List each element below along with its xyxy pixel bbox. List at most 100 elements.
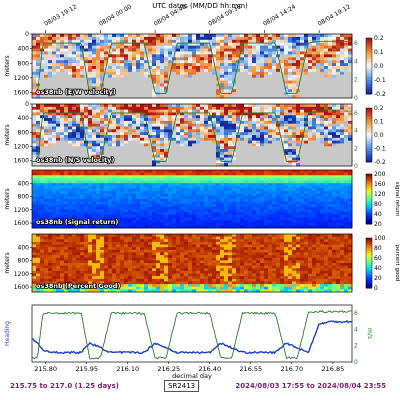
heatmap-cell — [136, 123, 141, 127]
heatmap-cell — [164, 220, 169, 224]
heatmap-cell — [64, 120, 69, 125]
heatmap-cell — [260, 112, 265, 116]
heatmap-cell — [228, 63, 233, 67]
heatmap-cell — [100, 60, 105, 64]
heatmap-cell — [236, 206, 241, 210]
heatmap-cell — [196, 132, 201, 136]
heatmap-cell — [52, 172, 57, 176]
heatmap-cell — [56, 154, 61, 158]
heatmap-cell — [308, 126, 313, 130]
heatmap-cell — [324, 143, 329, 147]
heatmap-cell — [88, 118, 93, 122]
heatmap-cell — [148, 135, 153, 139]
heatmap-cell — [172, 175, 177, 179]
heatmap-cell — [160, 126, 165, 130]
heatmap-cell — [228, 149, 233, 153]
heatmap-cell — [140, 123, 145, 127]
heatmap-cell — [200, 149, 205, 153]
heatmap-cell — [296, 118, 301, 122]
heatmap-cell — [256, 170, 261, 174]
heatmap-cell — [304, 63, 309, 67]
heatmap-cell — [300, 34, 305, 38]
heatmap-cell — [128, 123, 133, 127]
heatmap-cell — [72, 42, 77, 47]
heatmap-cell — [252, 154, 257, 158]
heatmap-cell — [68, 60, 73, 64]
heatmap-cell — [332, 36, 337, 41]
heatmap-cell — [128, 109, 133, 113]
heatmap-cell — [312, 132, 317, 136]
heatmap-cell — [288, 68, 293, 73]
colorbar-frame — [365, 37, 373, 95]
heatmap-cell — [248, 71, 253, 76]
heatmap-cell — [252, 71, 257, 76]
heatmap-cell — [172, 89, 177, 93]
heatmap-cell — [304, 140, 309, 144]
heatmap-cell — [188, 137, 193, 142]
heatmap-cell — [48, 140, 53, 144]
heatmap-cell — [244, 106, 249, 111]
heatmap-cell — [132, 60, 137, 64]
heatmap-cell — [48, 71, 53, 76]
heatmap-cell — [248, 74, 253, 79]
heatmap-cell — [68, 92, 73, 96]
heatmap-cell — [212, 170, 217, 174]
heatmap-cell — [272, 204, 277, 208]
heatmap-cell — [92, 217, 97, 221]
heatmap-cell — [220, 34, 225, 38]
heatmap-cell — [148, 77, 153, 81]
heatmap-cell — [200, 137, 205, 142]
heatmap-cell — [52, 95, 57, 99]
heatmap-cell — [196, 89, 201, 93]
heatmap-cell — [260, 51, 265, 55]
heatmap-cell — [344, 137, 349, 142]
heatmap-cell — [112, 80, 117, 84]
heatmap-cell — [308, 51, 313, 55]
date-tick-label: 08/04 19:12 — [317, 3, 352, 27]
heatmap-cell — [160, 185, 165, 189]
heatmap-cell — [224, 151, 229, 156]
heatmap-cell — [172, 74, 177, 79]
heatmap-cell — [116, 204, 121, 208]
heatmap-cell — [224, 201, 229, 205]
heatmap-cell — [260, 109, 265, 113]
heatmap-cell — [152, 137, 157, 142]
heatmap-cell — [148, 45, 153, 49]
colorbar-tick-label: -0.1 — [374, 77, 386, 84]
heatmap-cell — [188, 185, 193, 189]
heatmap-cell — [116, 109, 121, 113]
heatmap-cell — [100, 191, 105, 195]
heatmap-cell — [36, 129, 41, 133]
heatmap-cell — [200, 95, 205, 99]
heatmap-cell — [252, 126, 257, 130]
heatmap-cell — [228, 57, 233, 61]
heatmap-cell — [188, 160, 193, 164]
heatmap-cell — [176, 180, 181, 184]
heatmap-cell — [60, 217, 65, 221]
heatmap-cell — [196, 175, 201, 179]
heatmap-cell — [204, 135, 209, 139]
heatmap-cell — [184, 89, 189, 93]
heatmap-cell — [184, 68, 189, 73]
heatmap-cell — [228, 118, 233, 122]
heatmap-cell — [132, 126, 137, 130]
heatmap-cell — [236, 163, 241, 167]
heatmap-cell — [208, 51, 213, 55]
heatmap-cell — [36, 123, 41, 127]
heatmap-cell — [220, 149, 225, 153]
heatmap-cell — [88, 170, 93, 174]
heatmap-cell — [108, 36, 113, 41]
heatmap-cell — [96, 196, 101, 200]
heatmap-cell — [272, 212, 277, 216]
heatmap-cell — [136, 112, 141, 116]
heatmap-cell — [60, 68, 65, 73]
heatmap-cell — [296, 42, 301, 47]
heatmap-cell — [152, 163, 157, 167]
heatmap-cell — [172, 206, 177, 210]
heatmap-cell — [348, 157, 353, 161]
heatmap-cell — [208, 36, 213, 41]
heatmap-cell — [208, 140, 213, 144]
heatmap-cell — [192, 157, 197, 161]
heatmap-cell — [200, 106, 205, 111]
